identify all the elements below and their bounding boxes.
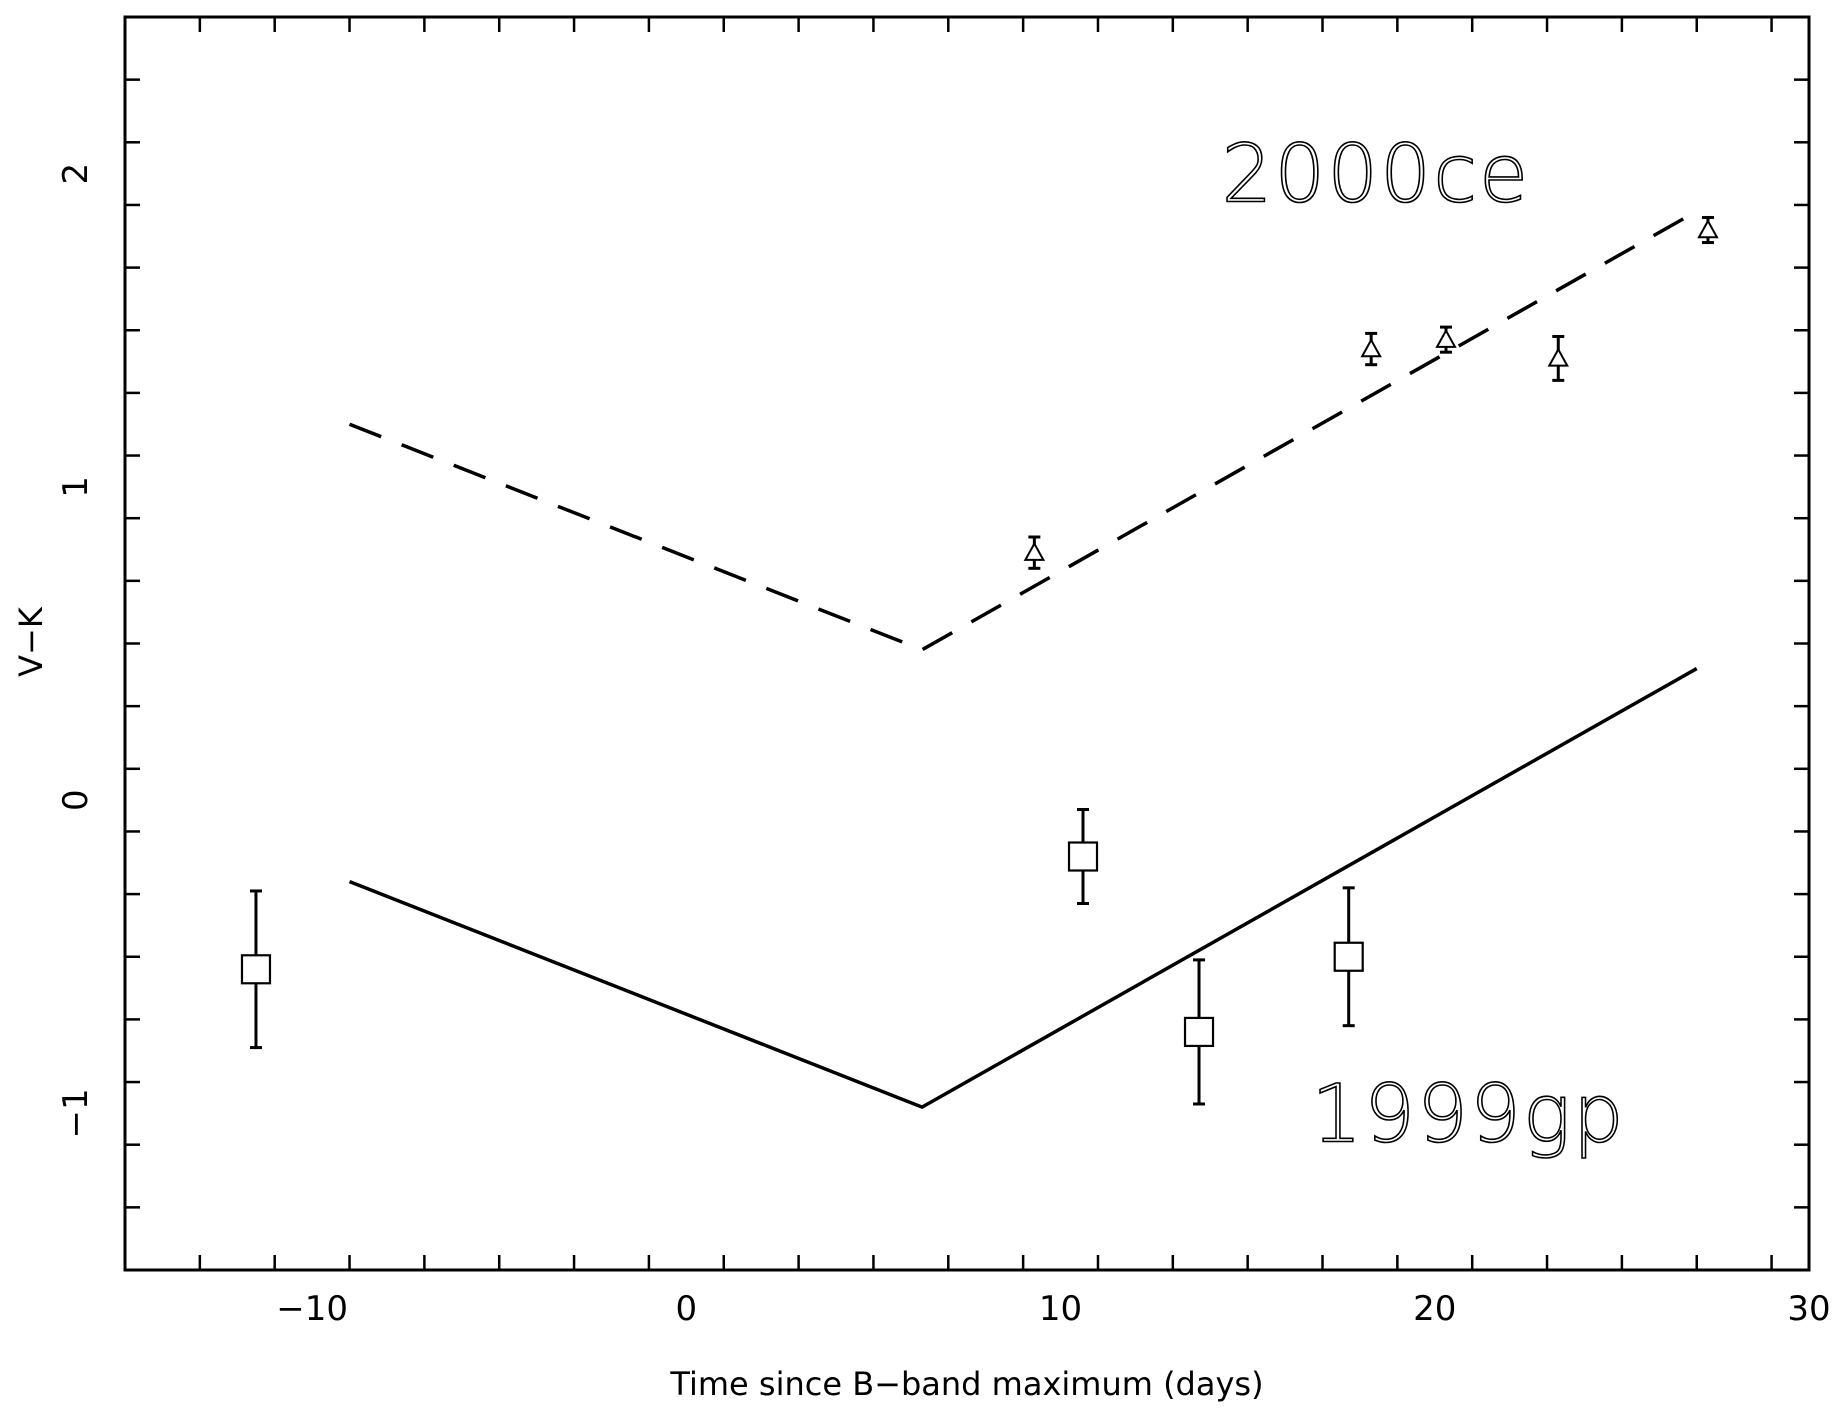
square-marker bbox=[1333, 941, 1364, 972]
triangle-marker bbox=[1435, 328, 1457, 348]
square-point bbox=[1183, 958, 1215, 1106]
axis-ticks bbox=[123, 15, 1809, 1272]
annotation-2000ce: 2000ce bbox=[1221, 128, 1530, 221]
y-tick-label: −1 bbox=[56, 1088, 96, 1138]
triangle-marker bbox=[1360, 337, 1382, 358]
model-line-solid bbox=[348, 667, 1698, 1110]
x-tick-label: 0 bbox=[676, 1289, 698, 1329]
model-line-dashed bbox=[348, 209, 1698, 652]
triangle-marker bbox=[1697, 218, 1719, 239]
triangle-point bbox=[1697, 215, 1719, 245]
triangle-point bbox=[1360, 331, 1382, 367]
x-tick-label: 30 bbox=[1787, 1289, 1830, 1329]
square-marker bbox=[1067, 841, 1099, 872]
triangle-point bbox=[1023, 535, 1046, 570]
square-point bbox=[240, 889, 272, 1050]
x-tick-labels: −10 0 10 20 30 bbox=[276, 1289, 1830, 1329]
y-tick-label: 1 bbox=[56, 476, 96, 498]
square-marker bbox=[1183, 1016, 1215, 1048]
model-lines bbox=[348, 209, 1698, 1110]
square-point bbox=[1067, 808, 1099, 905]
x-tick-label: 20 bbox=[1413, 1289, 1456, 1329]
x-tick-label: −10 bbox=[276, 1289, 348, 1329]
triangle-marker bbox=[1023, 541, 1046, 561]
x-axis-title: Time since B−band maximum (days) bbox=[669, 1365, 1263, 1403]
triangle-point bbox=[1547, 335, 1569, 382]
y-tick-label: 0 bbox=[56, 789, 96, 811]
x-tick-label: 10 bbox=[1039, 1289, 1082, 1329]
y-tick-labels: −1 0 1 2 bbox=[56, 163, 96, 1139]
square-point bbox=[1333, 886, 1364, 1028]
data-points bbox=[240, 215, 1719, 1106]
square-marker bbox=[240, 954, 272, 985]
y-axis-title: V−K bbox=[12, 606, 50, 677]
y-tick-label: 2 bbox=[56, 163, 96, 185]
triangle-point bbox=[1435, 325, 1457, 354]
annotation-1999gp: 1999gp bbox=[1311, 1067, 1625, 1160]
triangle-marker bbox=[1547, 347, 1569, 367]
